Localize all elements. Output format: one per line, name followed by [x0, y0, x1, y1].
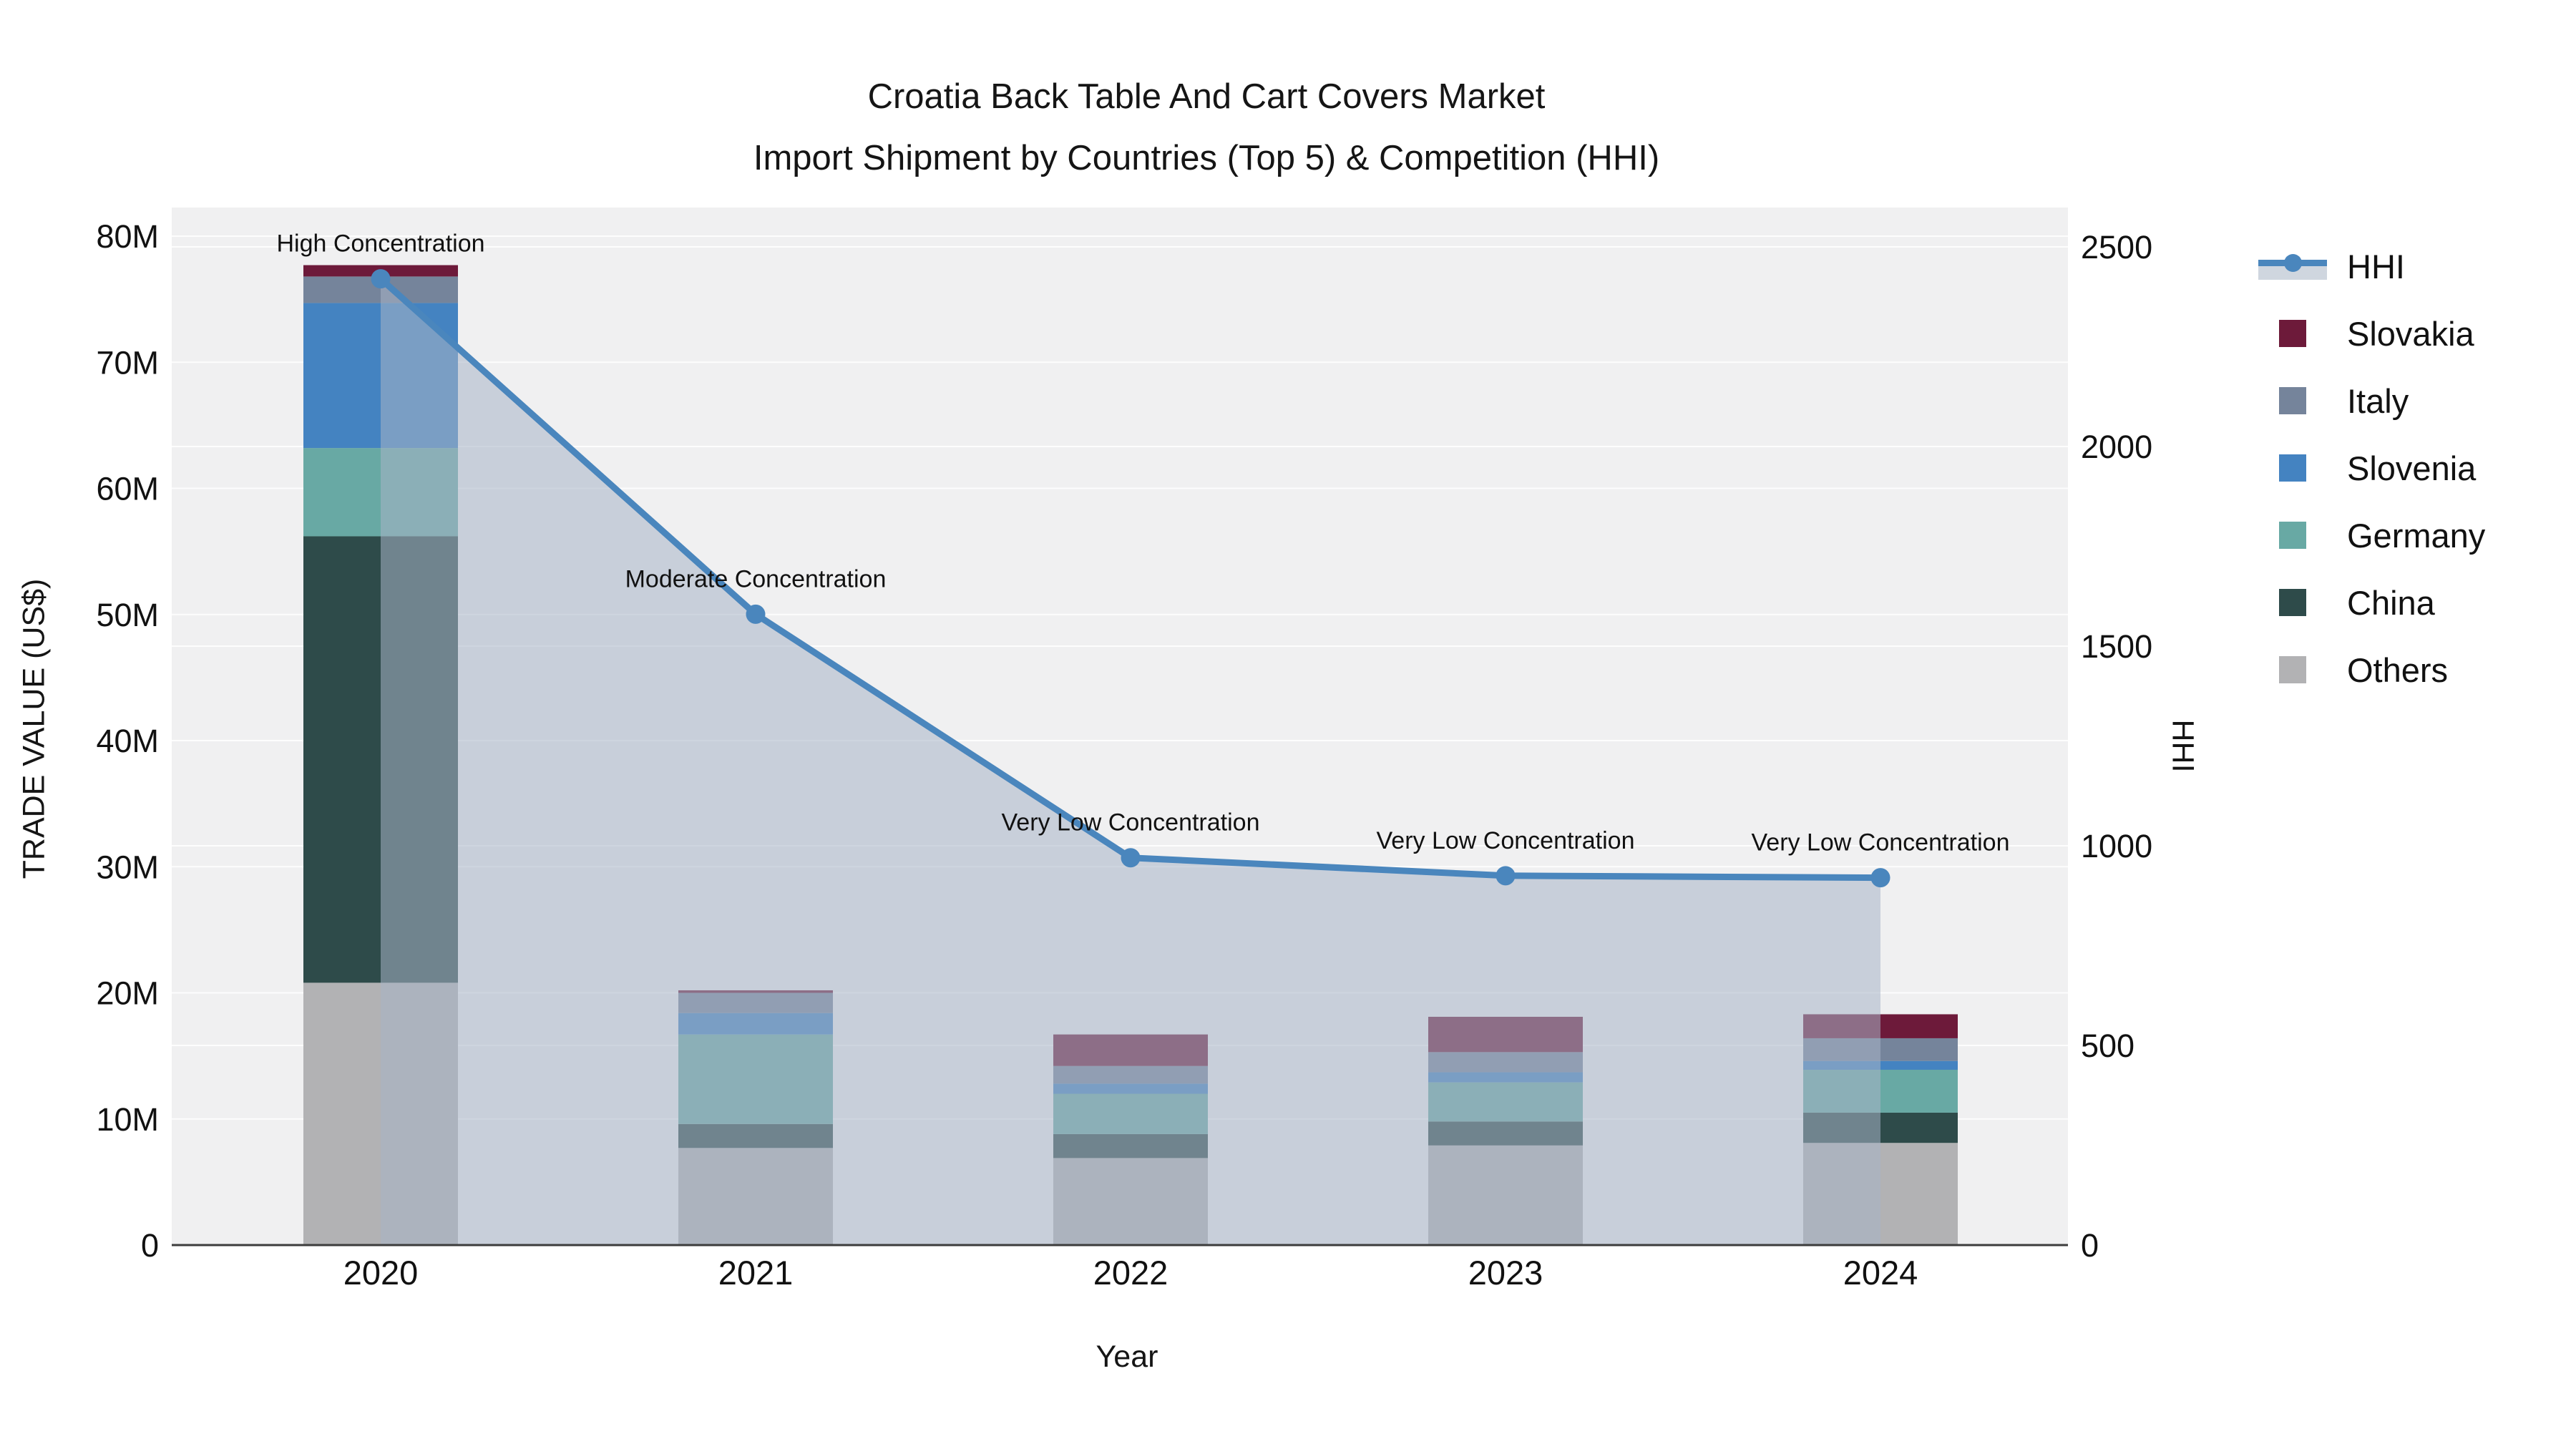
slovenia-swatch-icon	[2245, 454, 2340, 482]
annotation-2021: Moderate Concentration	[625, 565, 887, 592]
legend-label: China	[2347, 583, 2435, 622]
x-tick-label-2020: 2020	[343, 1254, 419, 1292]
legend-label: HHI	[2347, 247, 2405, 286]
left-tick-label-80M: 80M	[96, 218, 159, 255]
left-tick-label-30M: 30M	[96, 849, 159, 885]
left-tick-label-20M: 20M	[96, 975, 159, 1012]
right-tick-label-500: 500	[2081, 1028, 2135, 1064]
hhi-area-fill	[381, 278, 1880, 1246]
legend-label: Slovenia	[2347, 449, 2477, 487]
legend-item-slovenia[interactable]: Slovenia	[2245, 434, 2485, 502]
legend-label: Italy	[2347, 381, 2409, 420]
italy-swatch-icon	[2245, 387, 2340, 414]
left-tick-label-50M: 50M	[96, 597, 159, 633]
legend-item-hhi[interactable]: HHI	[2245, 233, 2485, 300]
x-tick-label-2021: 2021	[718, 1254, 794, 1292]
china-swatch-icon	[2245, 589, 2340, 616]
hhi-marker-2022[interactable]	[1121, 848, 1141, 868]
legend-label: Slovakia	[2347, 314, 2474, 353]
annotation-2023: Very Low Concentration	[1377, 827, 1635, 854]
x-tick-label-2022: 2022	[1093, 1254, 1169, 1292]
hhi-line-icon	[2245, 250, 2340, 283]
left-tick-label-70M: 70M	[96, 344, 159, 381]
left-tick-label-40M: 40M	[96, 723, 159, 759]
x-tick-label-2023: 2023	[1468, 1254, 1543, 1292]
right-tick-label-2500: 2500	[2081, 229, 2152, 265]
right-tick-label-0: 0	[2081, 1227, 2099, 1264]
right-tick-label-2000: 2000	[2081, 429, 2152, 465]
slovakia-swatch-icon	[2245, 320, 2340, 347]
legend-item-germany[interactable]: Germany	[2245, 502, 2485, 569]
y-axis-title-trade-value: TRADE VALUE (US$)	[16, 578, 52, 879]
x-tick-label-2024: 2024	[1843, 1254, 1918, 1292]
left-tick-label-0: 0	[141, 1227, 159, 1264]
right-tick-label-1500: 1500	[2081, 628, 2152, 665]
germany-swatch-icon	[2245, 522, 2340, 549]
annotation-2024: Very Low Concentration	[1752, 829, 2010, 857]
legend-label: Germany	[2347, 516, 2486, 555]
left-tick-label-10M: 10M	[96, 1101, 159, 1138]
y-axis-title-hhi: HHI	[2165, 719, 2200, 773]
legend-item-slovakia[interactable]: Slovakia	[2245, 300, 2485, 367]
hhi-marker-2020[interactable]	[371, 269, 391, 289]
hhi-marker-2023[interactable]	[1496, 866, 1516, 886]
others-swatch-icon	[2245, 656, 2340, 683]
hhi-marker-2021[interactable]	[746, 604, 766, 624]
left-tick-label-60M: 60M	[96, 471, 159, 507]
legend: HHI Slovakia Italy Slovenia Germany Chin…	[2245, 233, 2485, 703]
annotation-2020: High Concentration	[276, 230, 484, 258]
annotation-2022: Very Low Concentration	[1002, 809, 1260, 836]
hhi-marker-2024[interactable]	[1870, 868, 1890, 888]
legend-item-italy[interactable]: Italy	[2245, 367, 2485, 434]
legend-item-china[interactable]: China	[2245, 569, 2485, 636]
right-tick-label-1000: 1000	[2081, 828, 2152, 864]
x-axis-title-year: Year	[1096, 1340, 1158, 1374]
legend-label: Others	[2347, 650, 2449, 689]
legend-item-others[interactable]: Others	[2245, 636, 2485, 703]
